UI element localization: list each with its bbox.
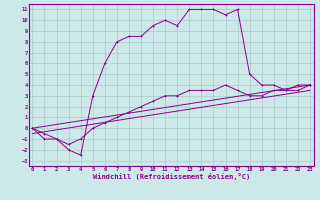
X-axis label: Windchill (Refroidissement éolien,°C): Windchill (Refroidissement éolien,°C) [92,173,250,180]
